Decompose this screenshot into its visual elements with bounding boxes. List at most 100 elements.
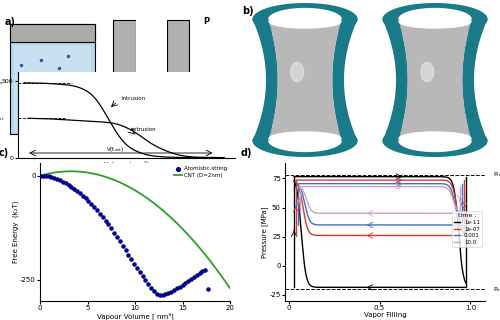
CNT (D=2nm) (37, 174, 43, 178)
CNT (D=2nm) (56, 170, 62, 174)
CNT (D=2nm) (175, 222, 181, 226)
X-axis label: Volume (mm$^3$): Volume (mm$^3$) (102, 160, 150, 170)
CNT (D=2nm) (180, 227, 186, 231)
Bar (10, 24, 95, 42)
Ellipse shape (270, 15, 340, 28)
CNT (D=2nm) (218, 273, 224, 277)
Atomistic string (122, 247, 130, 252)
Atomistic string (124, 252, 132, 257)
Polygon shape (382, 124, 488, 157)
Polygon shape (462, 19, 487, 141)
CNT (D=2nm) (80, 170, 86, 174)
Legend: 1e-11, 1e-07, 0.001, 10.0: 1e-11, 1e-07, 0.001, 10.0 (452, 211, 482, 247)
Atomistic string (142, 277, 150, 283)
Text: extrusion: extrusion (130, 127, 156, 132)
Atomistic string (173, 286, 181, 291)
CNT (D=2nm) (127, 186, 133, 189)
CNT (D=2nm) (194, 243, 200, 246)
Atomistic string (162, 292, 170, 297)
CNT (D=2nm) (89, 172, 95, 175)
Atomistic string (164, 291, 172, 296)
CNT (D=2nm) (213, 266, 219, 270)
CNT (D=2nm) (113, 179, 119, 183)
Text: P$_{\rm ext}$: P$_{\rm ext}$ (493, 285, 500, 293)
Atomistic string (202, 267, 209, 272)
CNT (D=2nm) (222, 279, 228, 283)
Atomistic string (147, 285, 155, 290)
Text: d): d) (241, 148, 252, 158)
Text: $R_p$: $R_p$ (154, 103, 162, 113)
Atomistic string (48, 174, 56, 180)
Ellipse shape (270, 132, 340, 145)
CNT (D=2nm) (99, 174, 105, 178)
Text: c): c) (0, 148, 8, 158)
Atomistic string (42, 173, 50, 179)
CNT (D=2nm) (170, 218, 176, 221)
Atomistic string (44, 174, 52, 179)
Polygon shape (382, 3, 488, 36)
Polygon shape (252, 3, 358, 36)
CNT (D=2nm) (151, 201, 157, 205)
Atomistic string (36, 173, 44, 178)
Atomistic string (104, 222, 112, 227)
Atomistic string (79, 193, 87, 198)
Atomistic string (187, 276, 195, 282)
Atomistic string (50, 175, 58, 180)
Text: P$_{\rm int}$: P$_{\rm int}$ (493, 171, 500, 179)
CNT (D=2nm) (42, 172, 48, 176)
Atomistic string (82, 196, 90, 201)
CNT (D=2nm) (208, 260, 214, 264)
CNT (D=2nm) (122, 183, 128, 187)
CNT (D=2nm) (104, 175, 110, 179)
Polygon shape (268, 19, 342, 141)
Bar (113, 20, 136, 134)
Atomistic string (182, 281, 190, 286)
CNT (D=2nm) (46, 172, 52, 175)
Atomistic string (156, 292, 164, 297)
Atomistic string (64, 182, 72, 187)
CNT (D=2nm) (84, 171, 90, 174)
Legend: Atomistic string, CNT (D=2nm): Atomistic string, CNT (D=2nm) (174, 166, 227, 178)
Y-axis label: Free Energy  (k₂T): Free Energy (k₂T) (12, 201, 18, 263)
Atomistic string (96, 211, 104, 216)
Polygon shape (252, 19, 278, 141)
Bar (10, 24, 95, 134)
Text: $\theta$: $\theta$ (172, 114, 178, 122)
X-axis label: Vapour Volume [ nm³]: Vapour Volume [ nm³] (96, 312, 174, 320)
CNT (D=2nm) (132, 188, 138, 192)
Bar (14, 45, 90, 131)
Text: V(t$_{\rm ext}$): V(t$_{\rm ext}$) (106, 145, 124, 154)
Atomistic string (62, 180, 70, 186)
Text: P$_{\rm ext}$: P$_{\rm ext}$ (0, 114, 4, 123)
Ellipse shape (400, 132, 470, 145)
Atomistic string (88, 201, 96, 206)
Atomistic string (150, 289, 158, 294)
Atomistic string (178, 282, 186, 287)
Atomistic string (84, 198, 92, 204)
Ellipse shape (400, 15, 470, 28)
Atomistic string (93, 208, 101, 213)
Atomistic string (116, 239, 124, 244)
Atomistic string (196, 271, 203, 276)
Atomistic string (170, 288, 178, 293)
CNT (D=2nm) (146, 198, 152, 202)
Atomistic string (98, 215, 106, 220)
CNT (D=2nm) (108, 177, 114, 181)
Atomistic string (136, 270, 144, 275)
Atomistic string (59, 179, 67, 184)
CNT (D=2nm) (94, 172, 100, 176)
Text: P$_{\rm int}$: P$_{\rm int}$ (0, 78, 4, 87)
Atomistic string (68, 184, 76, 189)
CNT (D=2nm) (75, 170, 81, 173)
CNT (D=2nm) (227, 286, 233, 290)
Atomistic string (153, 291, 161, 296)
Atomistic string (138, 274, 146, 279)
Y-axis label: Pressure [MPa]: Pressure [MPa] (262, 206, 268, 258)
Atomistic string (39, 173, 47, 178)
Atomistic string (90, 204, 98, 210)
Atomistic string (184, 278, 192, 284)
Text: intrusion: intrusion (122, 96, 146, 101)
CNT (D=2nm) (137, 191, 143, 195)
Atomistic string (118, 243, 126, 248)
Atomistic string (110, 230, 118, 235)
